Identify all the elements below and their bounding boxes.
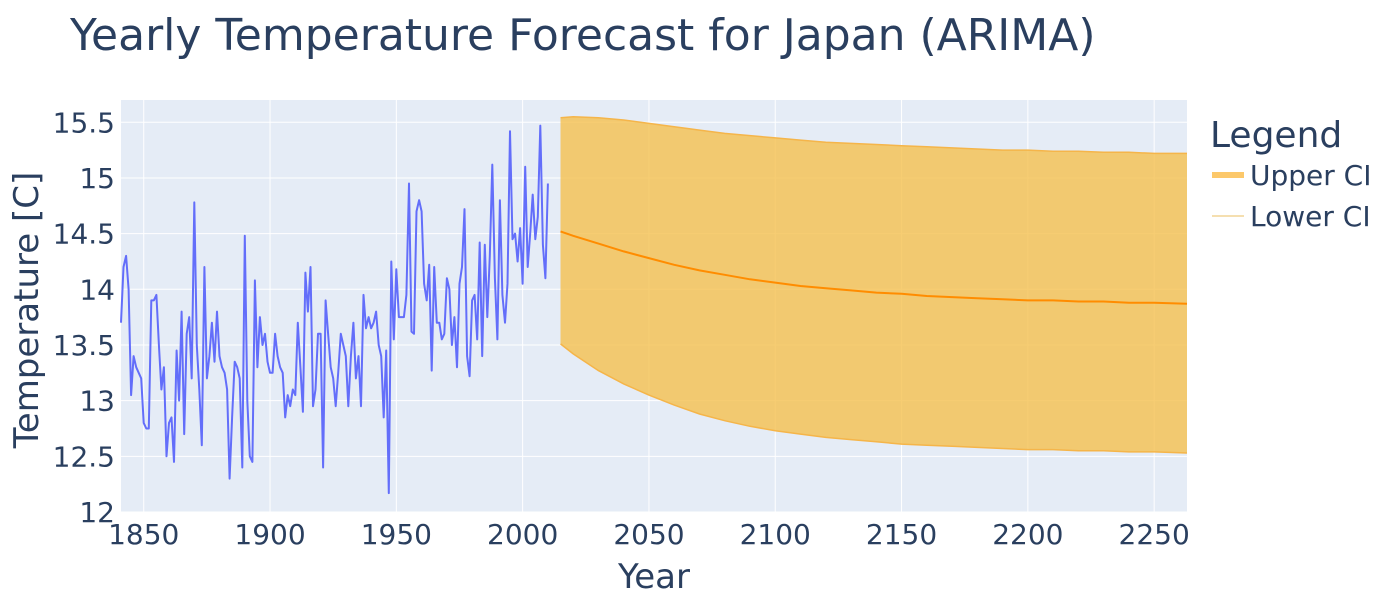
observed-temperature-line — [120, 124, 549, 495]
x-tick-labels: 1850 1900 1950 2000 2050 2100 2150 2200 2250 — [108, 518, 1190, 551]
x-tick-label: 2050 — [613, 518, 684, 551]
confidence-band-layer — [560, 115, 1188, 454]
legend-label-lower-ci[interactable]: Lower CI — [1250, 200, 1371, 233]
x-tick-label: 2150 — [866, 518, 937, 551]
confidence-band — [560, 116, 1187, 453]
x-tick-label: 2000 — [487, 518, 558, 551]
y-tick-label: 13.5 — [53, 329, 115, 362]
y-tick-label: 14 — [79, 273, 115, 306]
x-axis-title: Year — [617, 557, 690, 597]
lower-ci-line — [560, 343, 1188, 454]
x-tick-label: 2200 — [992, 518, 1063, 551]
x-tick-label: 1900 — [234, 518, 305, 551]
y-tick-labels: 12 12.5 13 13.5 14 14.5 15 15.5 — [53, 106, 115, 529]
series-layer — [120, 124, 1188, 495]
x-tick-label: 1850 — [108, 518, 179, 551]
y-tick-label: 12.5 — [53, 440, 115, 473]
upper-ci-line — [560, 115, 1187, 155]
forecast-line — [560, 230, 1188, 305]
x-tick-label: 2250 — [1119, 518, 1190, 551]
y-tick-label: 13 — [79, 385, 115, 418]
y-tick-label: 15 — [79, 162, 115, 195]
y-tick-label: 15.5 — [53, 106, 115, 139]
legend-label-upper-ci[interactable]: Upper CI — [1250, 159, 1372, 192]
x-tick-label: 2100 — [740, 518, 811, 551]
y-tick-label: 12 — [79, 496, 115, 529]
legend[interactable]: Legend Upper CI Lower CI — [1210, 115, 1372, 233]
legend-title: Legend — [1210, 115, 1342, 156]
x-tick-label: 1950 — [361, 518, 432, 551]
y-axis-title: Temperature [C] — [7, 172, 47, 449]
y-tick-label: 14.5 — [53, 218, 115, 251]
chart-title: Yearly Temperature Forecast for Japan (A… — [70, 10, 1096, 61]
